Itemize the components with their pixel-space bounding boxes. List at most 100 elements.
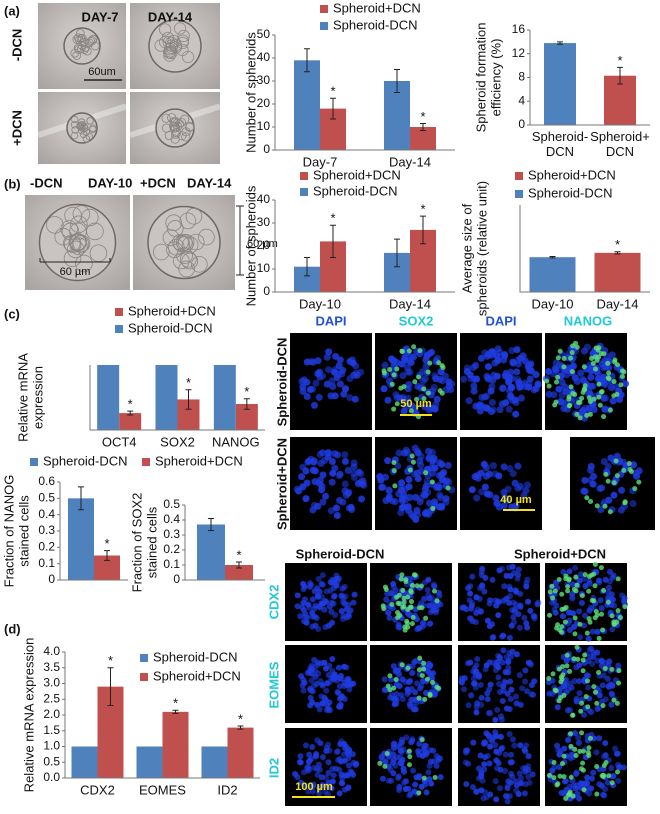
nucleus [474, 656, 481, 663]
nucleus [381, 687, 388, 694]
nucleus [513, 651, 520, 658]
x-tick-label-line: DCN [546, 144, 574, 159]
nucleus [487, 736, 494, 743]
stain [581, 787, 587, 793]
stain [555, 622, 561, 628]
axis [274, 35, 455, 151]
nucleus [389, 691, 396, 698]
stain [609, 780, 615, 786]
nucleus [596, 735, 603, 742]
nucleus [329, 382, 337, 390]
y-tick-label: 4 [518, 93, 525, 107]
nucleus [585, 684, 592, 691]
stain [399, 572, 405, 578]
nucleus [575, 739, 582, 746]
bar [544, 43, 576, 125]
scale-bar [39, 258, 111, 263]
nucleus [608, 351, 616, 359]
nucleus [318, 660, 325, 667]
nucleus [328, 675, 335, 682]
stain [596, 381, 602, 387]
nucleus [601, 405, 609, 413]
nucleus [629, 500, 637, 508]
stain [596, 670, 602, 676]
nucleus [525, 659, 532, 666]
stain [566, 396, 572, 402]
nucleus [581, 575, 588, 582]
nucleus [340, 390, 348, 398]
stain [612, 621, 618, 627]
nucleus [405, 381, 413, 389]
nucleus [421, 491, 429, 499]
nucleus [467, 590, 474, 597]
nucleus [342, 385, 350, 393]
nucleus [460, 686, 467, 693]
cell [176, 36, 189, 50]
stain [421, 396, 427, 402]
y-tick-label: 0.5 [43, 754, 60, 768]
cell [159, 23, 172, 36]
y-tick-label: 0.3 [38, 523, 55, 537]
nucleus [608, 690, 615, 697]
nucleus [630, 461, 638, 469]
x-tick-label: Day-7 [303, 154, 338, 169]
y-tick-label: 0 [48, 572, 55, 586]
nucleus [323, 665, 330, 672]
stain [636, 479, 642, 485]
stain [614, 473, 620, 479]
nucleus [435, 757, 442, 764]
nucleus [298, 473, 306, 481]
x-tick-label: Day-14 [389, 296, 431, 311]
stain [434, 684, 440, 690]
x-tick-label: CDX2 [80, 782, 115, 797]
scale-bar [236, 205, 244, 276]
nucleus [463, 781, 470, 788]
nucleus [342, 593, 349, 600]
nucleus [385, 495, 393, 503]
nucleus [412, 781, 419, 788]
nucleus [431, 405, 439, 413]
nucleus [358, 495, 366, 503]
nucleus [397, 759, 404, 766]
nucleus [473, 662, 480, 669]
cell [181, 132, 191, 142]
stain [618, 382, 624, 388]
overlays: 50 µm 40 µm 100 µm [292, 398, 535, 798]
nucleus [341, 451, 349, 459]
bar [68, 498, 94, 580]
col-label: Spheroid+DCN [514, 546, 606, 561]
nucleus [470, 739, 477, 746]
nucleus [468, 486, 476, 494]
nucleus [380, 385, 388, 393]
significance: * [238, 711, 243, 726]
stain [567, 668, 573, 674]
stain [552, 402, 558, 408]
y-tick-label: 3.0 [43, 676, 60, 690]
y-axis-label-line: Average size of [460, 203, 475, 293]
nucleus [408, 739, 415, 746]
nucleus [458, 678, 465, 685]
nucleus [606, 568, 613, 575]
stain [410, 459, 416, 465]
nucleus [416, 774, 423, 781]
nucleus [475, 765, 482, 772]
nucleus [381, 676, 388, 683]
nucleus [495, 664, 502, 671]
nucleus [406, 494, 414, 502]
nucleus [619, 592, 626, 599]
stain [561, 364, 567, 370]
cell [162, 229, 180, 247]
stain [615, 576, 621, 582]
nucleus [478, 770, 485, 777]
nucleus [346, 686, 353, 693]
nucleus [336, 683, 343, 690]
stain [427, 691, 433, 697]
nucleus [566, 627, 573, 634]
nucleus [428, 348, 436, 356]
legend-swatch [30, 458, 38, 466]
legend-label: Spheroid-DCN [128, 320, 213, 335]
y-axis-label: Spheroid formationefficiency (%) [474, 23, 504, 133]
nucleus [305, 763, 312, 770]
stain [584, 495, 590, 501]
